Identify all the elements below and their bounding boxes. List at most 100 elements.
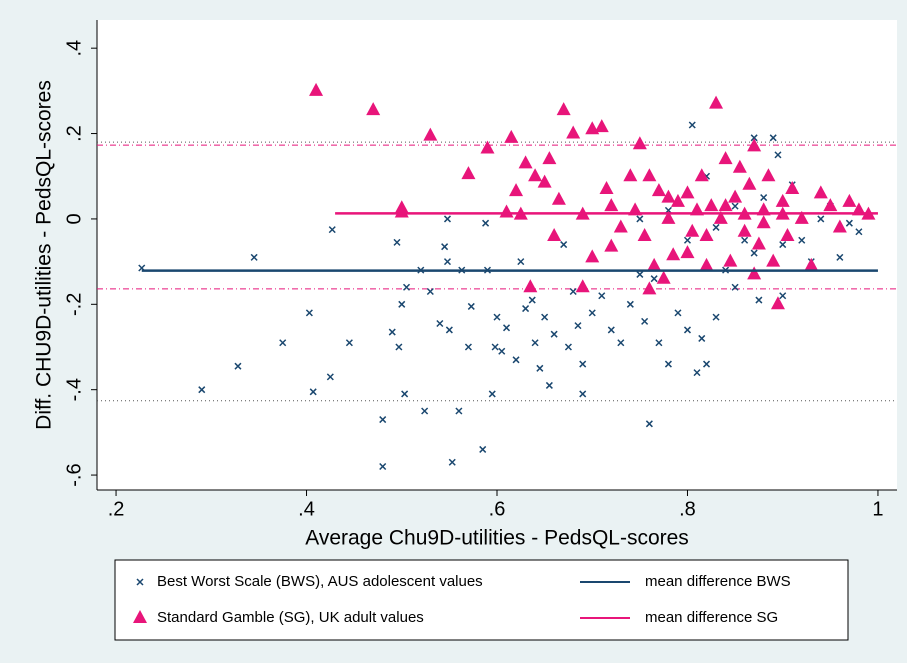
point — [674, 309, 682, 317]
point — [443, 258, 452, 266]
point — [448, 458, 456, 466]
point — [517, 258, 525, 266]
point — [732, 159, 747, 173]
point — [585, 249, 600, 263]
point — [651, 183, 666, 197]
x-tick-label: .8 — [679, 498, 696, 520]
point — [545, 381, 553, 389]
point — [560, 241, 568, 249]
point — [636, 270, 644, 278]
point — [712, 313, 720, 321]
point — [779, 292, 787, 300]
point — [401, 390, 409, 398]
point — [556, 102, 571, 116]
point — [751, 236, 766, 250]
point — [512, 356, 520, 364]
y-tick-label: -.6 — [63, 463, 85, 486]
point — [379, 416, 387, 424]
point — [823, 198, 838, 212]
point — [836, 253, 844, 261]
point — [537, 174, 552, 188]
point — [683, 326, 692, 334]
point — [531, 339, 539, 347]
point — [755, 296, 763, 304]
point — [423, 127, 438, 141]
point — [482, 219, 490, 227]
point — [509, 183, 524, 197]
point — [613, 219, 628, 233]
y-tick-label: 0 — [63, 213, 85, 224]
point — [702, 360, 711, 368]
point — [699, 228, 714, 242]
point — [760, 194, 768, 202]
point — [709, 95, 724, 109]
point — [718, 151, 733, 165]
point — [798, 236, 806, 244]
point — [623, 168, 638, 182]
point — [756, 215, 771, 229]
point — [699, 257, 714, 271]
point — [661, 189, 676, 203]
point — [779, 241, 787, 249]
point — [579, 390, 587, 398]
legend-label: Best Worst Scale (BWS), AUS adolescent v… — [157, 573, 483, 590]
point — [504, 129, 519, 143]
point — [747, 266, 762, 280]
point — [467, 302, 475, 310]
point — [845, 219, 853, 227]
point — [518, 155, 533, 169]
point — [305, 309, 313, 317]
point — [594, 119, 609, 133]
x-tick-label: 1 — [872, 498, 883, 520]
x-axis-title: Average Chu9D-utilities - PedsQL-scores — [305, 527, 689, 550]
point — [491, 343, 499, 351]
point — [688, 121, 696, 129]
legend-label: mean difference SG — [645, 609, 778, 626]
point — [234, 362, 242, 370]
point — [683, 236, 692, 244]
point — [769, 134, 777, 142]
point — [626, 300, 634, 308]
point — [547, 228, 562, 242]
point — [598, 292, 606, 300]
y-tick-label: -.4 — [63, 378, 85, 401]
legend-marker — [133, 610, 147, 623]
point — [750, 249, 758, 257]
point — [670, 193, 685, 207]
point — [588, 309, 596, 317]
point — [461, 166, 476, 180]
point — [398, 300, 406, 308]
point — [698, 334, 706, 342]
point — [731, 202, 739, 210]
point — [741, 236, 749, 244]
point — [604, 238, 619, 252]
point — [647, 257, 662, 271]
point — [723, 253, 738, 267]
point — [599, 181, 614, 195]
point — [528, 296, 536, 304]
point — [761, 168, 776, 182]
point — [685, 223, 700, 237]
point — [536, 364, 544, 372]
point — [250, 253, 258, 261]
point — [632, 136, 647, 150]
point — [617, 339, 625, 347]
point — [523, 279, 538, 293]
point — [455, 407, 463, 415]
point — [309, 82, 324, 96]
point — [498, 347, 506, 355]
y-tick-label: -.2 — [63, 293, 85, 316]
point — [421, 407, 429, 415]
point — [564, 343, 572, 351]
point — [279, 339, 287, 347]
point — [666, 247, 681, 261]
point — [817, 215, 825, 223]
plot-area — [97, 20, 897, 490]
point — [704, 198, 719, 212]
point — [574, 322, 582, 330]
point — [541, 313, 549, 321]
point — [637, 228, 652, 242]
y-tick-label: .4 — [63, 40, 85, 57]
